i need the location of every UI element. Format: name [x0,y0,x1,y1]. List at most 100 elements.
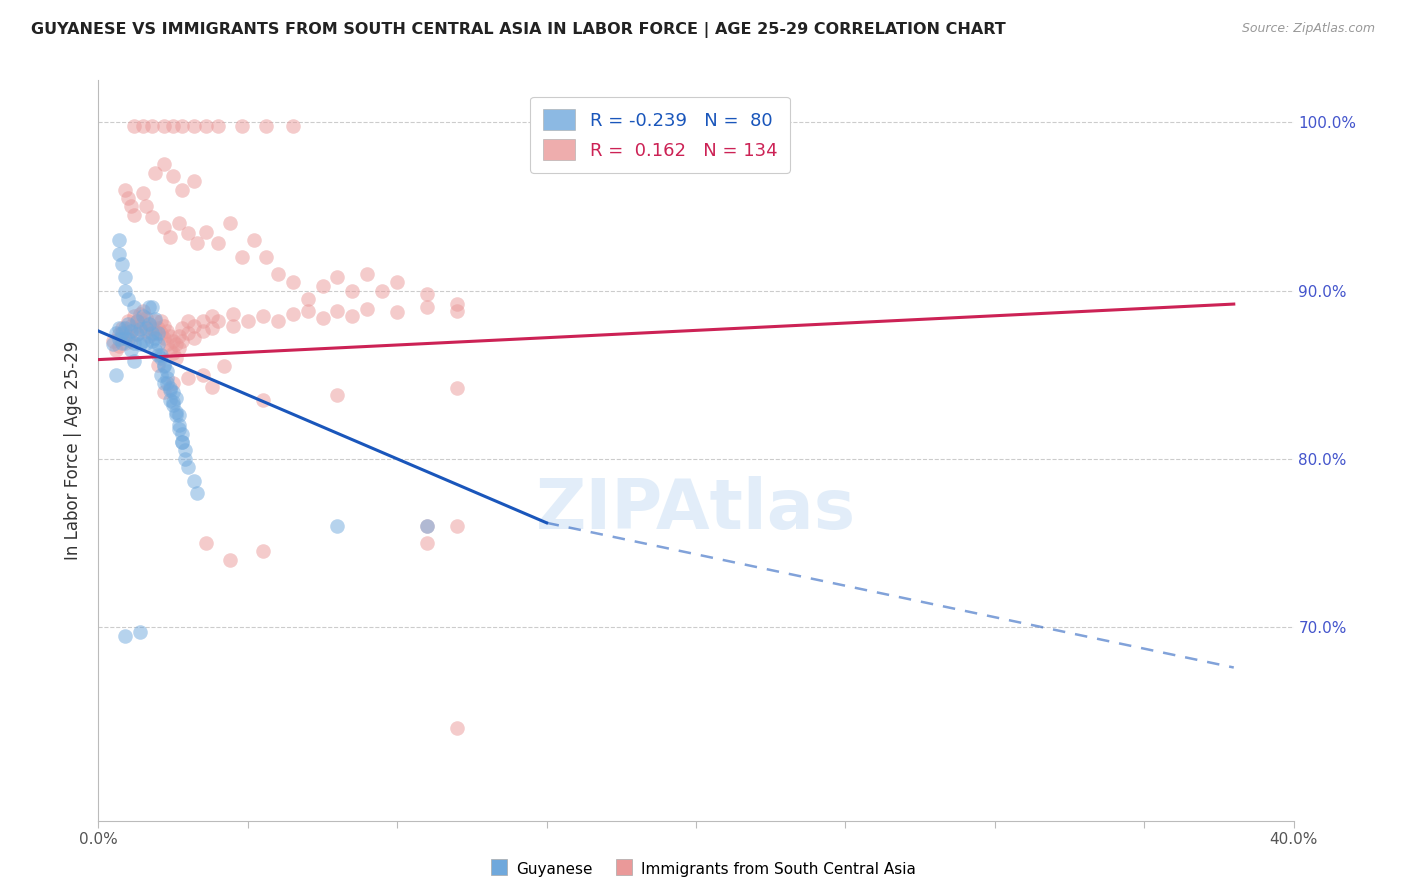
Point [148,347,170,361]
Point [326,388,349,402]
Point [129,625,152,640]
Point [120,318,142,333]
Point [156,371,179,385]
Point [105,326,128,340]
Point [117,332,139,346]
Point [153,358,176,372]
Point [114,629,136,643]
Point [132,334,155,348]
Point [183,331,205,345]
Point [162,169,184,184]
Point [252,309,274,323]
Point [167,341,190,355]
Point [114,284,136,298]
Point [207,236,229,251]
Point [156,376,179,391]
Point [231,119,253,133]
Point [207,119,229,133]
Point [172,119,194,133]
Point [385,305,409,319]
Point [129,337,152,351]
Point [148,358,170,372]
Point [114,183,136,197]
Point [254,119,277,133]
Point [108,233,131,247]
Point [212,359,235,374]
Point [267,267,290,281]
Point [141,326,163,340]
Point [167,418,190,433]
Point [326,519,349,533]
Point [222,307,245,321]
Point [138,318,160,332]
Point [117,292,139,306]
Point [172,426,194,441]
Point [124,322,146,336]
Point [135,199,157,213]
Point [141,119,163,133]
Point [342,309,364,323]
Point [135,335,157,350]
Point [416,519,439,533]
Point [162,376,184,391]
Point [153,219,176,234]
Point [191,368,214,382]
Point [127,327,149,342]
Point [219,553,242,567]
Point [219,216,242,230]
Point [159,329,181,343]
Point [356,267,378,281]
Point [207,314,229,328]
Legend: R = -0.239   N =  80, R =  0.162   N = 134: R = -0.239 N = 80, R = 0.162 N = 134 [530,96,790,173]
Point [108,327,131,342]
Point [159,383,181,397]
Point [191,314,214,328]
Point [174,451,197,466]
Point [143,331,166,345]
Point [201,320,224,334]
Point [117,314,139,328]
Point [124,335,146,350]
Point [150,368,173,382]
Point [252,544,274,558]
Point [129,307,152,321]
Point [141,210,163,224]
Text: ZIPAtlas: ZIPAtlas [536,476,856,543]
Point [108,339,131,353]
Point [132,316,155,330]
Point [416,519,439,533]
Point [108,332,131,346]
Point [114,270,136,285]
Point [326,270,349,285]
Point [159,392,181,407]
Point [162,334,184,348]
Point [150,314,173,328]
Point [135,310,157,325]
Point [143,166,166,180]
Point [120,343,142,357]
Point [311,310,333,325]
Legend: Guyanese, Immigrants from South Central Asia: Guyanese, Immigrants from South Central … [482,853,924,884]
Point [129,322,152,336]
Point [172,334,194,348]
Point [191,324,214,338]
Point [446,303,468,318]
Point [111,257,134,271]
Point [120,324,142,338]
Point [132,303,155,318]
Point [124,301,146,315]
Point [162,119,184,133]
Point [159,229,181,244]
Point [222,318,245,333]
Point [356,302,378,317]
Point [177,460,200,475]
Point [162,394,184,409]
Point [124,208,146,222]
Point [114,324,136,338]
Point [153,376,176,391]
Point [143,312,166,326]
Point [153,157,176,171]
Point [195,225,218,239]
Point [156,337,179,351]
Point [135,320,157,334]
